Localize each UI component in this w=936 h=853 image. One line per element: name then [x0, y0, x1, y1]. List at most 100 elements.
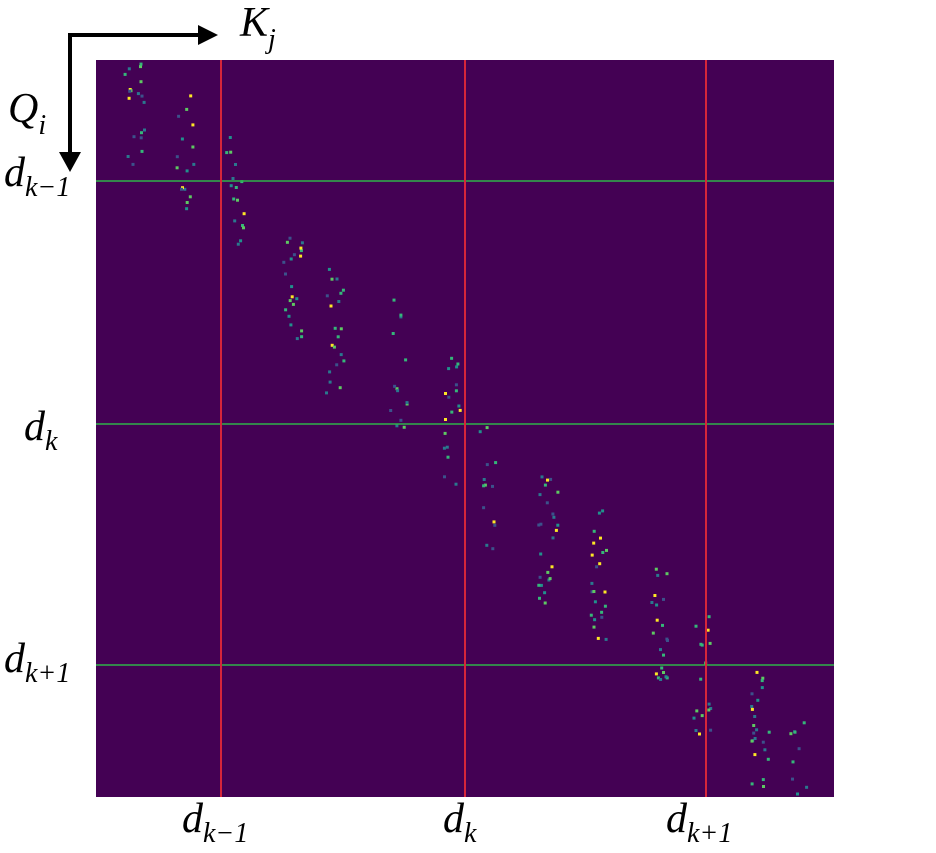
attention-dot — [482, 478, 486, 481]
attention-dot — [143, 128, 146, 132]
attention-dot — [389, 409, 393, 412]
attention-dot — [493, 523, 497, 527]
attention-dot — [330, 277, 334, 281]
attention-dot — [330, 343, 334, 347]
attention-dot — [492, 520, 496, 524]
attention-dot — [664, 675, 668, 679]
attention-dot — [399, 313, 403, 317]
label-base: K — [239, 0, 270, 46]
attention-dot — [708, 641, 712, 645]
attention-dot — [589, 613, 593, 617]
row-axis-label: Qi — [8, 86, 46, 141]
column-boundary-label: dk+1 — [666, 796, 732, 849]
attention-dot — [753, 715, 757, 718]
attention-dot — [405, 401, 409, 405]
attention-dot — [228, 136, 232, 139]
attention-dot — [325, 294, 329, 298]
attention-dot — [185, 169, 189, 173]
label-sub: k — [45, 426, 58, 457]
attention-dot — [654, 567, 658, 571]
attention-dot — [592, 529, 596, 533]
attention-dot — [537, 523, 541, 527]
attention-dot — [236, 198, 239, 202]
attention-dot — [551, 536, 555, 540]
attention-dot — [180, 137, 184, 141]
attention-dot — [288, 236, 292, 240]
attention-dot — [242, 212, 246, 216]
attention-dot — [694, 624, 698, 628]
attention-dot — [491, 547, 495, 551]
attention-dot — [242, 226, 245, 230]
attention-dot — [447, 367, 451, 371]
attention-dot — [802, 721, 806, 725]
attention-dot — [478, 430, 482, 434]
label-sub: j — [265, 24, 276, 55]
attention-dot — [793, 730, 797, 734]
attention-dot — [656, 676, 660, 680]
attention-dot — [142, 100, 146, 104]
attention-dot — [556, 490, 560, 494]
attention-dot — [700, 714, 704, 718]
attention-dot — [127, 67, 131, 71]
attention-dot — [797, 747, 801, 751]
attention-dot — [599, 536, 602, 540]
attention-dot — [454, 389, 458, 393]
attention-dot — [290, 295, 294, 299]
label-base: Q — [8, 86, 38, 132]
attention-dot — [177, 114, 181, 118]
attention-dot — [709, 728, 713, 732]
attention-dot — [289, 323, 293, 327]
attention-dot — [552, 515, 556, 519]
attention-dot — [592, 590, 596, 593]
attention-dot — [601, 509, 605, 513]
attention-dot — [391, 332, 395, 335]
attention-dot — [604, 637, 608, 641]
attention-dot — [601, 551, 605, 554]
attention-dot — [335, 363, 339, 367]
attention-dot — [284, 308, 288, 312]
attention-dot — [694, 729, 698, 732]
attention-dot — [763, 748, 767, 752]
attention-dot — [232, 197, 236, 201]
attention-dot — [299, 249, 303, 253]
attention-dot — [139, 62, 143, 66]
attention-dot — [707, 615, 711, 619]
attention-dot — [789, 732, 793, 736]
attention-dot — [229, 150, 233, 154]
attention-dot — [706, 628, 710, 632]
attention-dot — [139, 136, 143, 140]
label-sub: k+1 — [25, 658, 70, 689]
attention-dot — [539, 522, 543, 526]
attention-dot — [399, 418, 403, 422]
attention-dot — [656, 573, 660, 577]
attention-dot — [328, 380, 332, 384]
attention-dot — [399, 315, 403, 319]
row-boundary-label: dk−1 — [4, 150, 70, 203]
attention-dot — [550, 565, 554, 569]
attention-dot — [491, 484, 494, 488]
attention-dot — [543, 591, 547, 595]
attention-dot — [554, 528, 558, 532]
attention-dot — [537, 583, 541, 587]
attention-dot — [450, 410, 454, 414]
attention-dot — [454, 383, 458, 387]
attention-dot — [665, 572, 669, 576]
attention-dot — [549, 477, 553, 481]
attention-dot — [752, 731, 756, 735]
attention-dot — [791, 760, 795, 764]
attention-dot — [180, 187, 183, 191]
attention-dot — [551, 512, 555, 516]
attention-dot — [796, 792, 799, 796]
attention-dot — [485, 543, 489, 547]
attention-dot — [234, 163, 237, 166]
attention-dot — [299, 254, 303, 258]
attention-dot — [329, 304, 333, 308]
attention-dot — [339, 353, 343, 357]
attention-dot — [546, 570, 550, 574]
attention-dot — [592, 541, 596, 545]
attention-dot — [192, 162, 196, 166]
attention-dot — [660, 666, 664, 670]
label-sub: i — [38, 110, 46, 141]
attention-dot — [655, 618, 659, 622]
